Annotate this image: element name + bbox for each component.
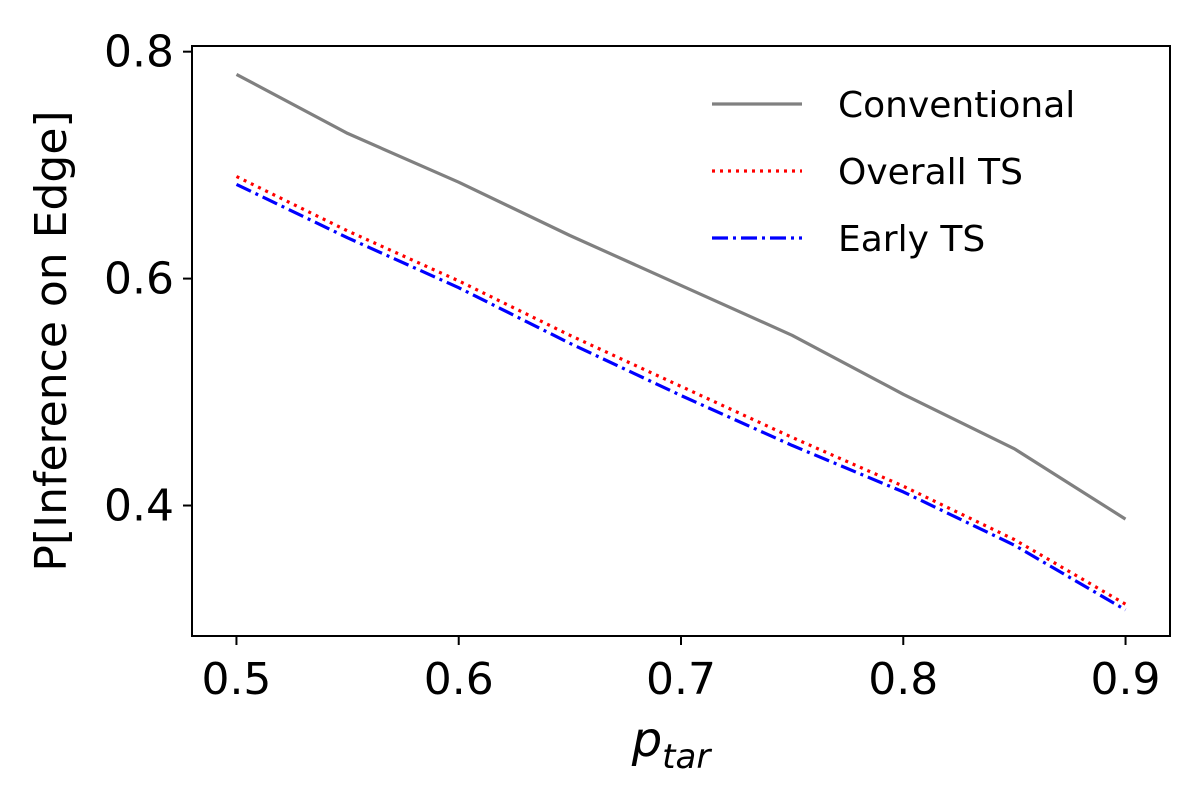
series-lines bbox=[235, 72, 1127, 612]
y-axis-ticks: 0.4 0.6 0.8 bbox=[104, 27, 192, 532]
x-axis-title-main: p bbox=[631, 712, 662, 768]
series-line-overall-ts bbox=[235, 175, 1127, 606]
x-axis-ticks: 0.5 0.6 0.7 0.8 0.9 bbox=[201, 636, 1161, 705]
x-axis-title-subscript: tar bbox=[662, 737, 712, 777]
x-tick-label: 0.5 bbox=[201, 654, 271, 705]
legend: Conventional Overall TS Early TS bbox=[712, 85, 1075, 260]
y-tick-label: 0.6 bbox=[104, 254, 174, 305]
series-line-conventional bbox=[235, 72, 1127, 521]
x-tick-label: 0.8 bbox=[868, 654, 938, 705]
y-tick-label: 0.4 bbox=[104, 481, 174, 532]
x-axis-title: ptar bbox=[631, 712, 713, 777]
legend-label: Overall TS bbox=[838, 152, 1023, 193]
series-line-early-ts bbox=[235, 182, 1127, 612]
legend-label: Early TS bbox=[838, 219, 985, 260]
legend-label: Conventional bbox=[838, 85, 1075, 126]
y-tick-label: 0.8 bbox=[104, 27, 174, 78]
x-tick-label: 0.9 bbox=[1091, 654, 1161, 705]
x-tick-label: 0.6 bbox=[424, 654, 494, 705]
y-axis-title: P[Inference on Edge] bbox=[26, 110, 77, 571]
x-tick-label: 0.7 bbox=[646, 654, 716, 705]
